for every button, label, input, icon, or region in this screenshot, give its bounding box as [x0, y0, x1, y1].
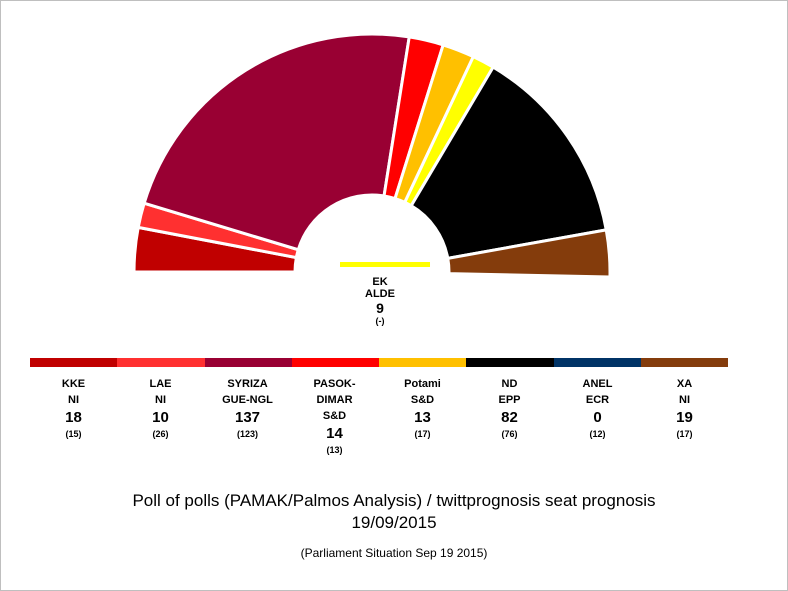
legend-swatch-syriza	[204, 358, 292, 367]
ek-name: EK	[372, 276, 388, 288]
chart-title: Poll of polls (PAMAK/Palmos Analysis) / …	[0, 490, 788, 534]
party-name: KKE	[61, 378, 86, 390]
party-name: ND	[501, 378, 518, 390]
party-group: EPP	[498, 394, 521, 406]
legend-swatch-xa	[640, 358, 728, 367]
ek-previous-seats: (-)	[375, 316, 385, 326]
legend-swatch-nd	[466, 358, 554, 367]
party-previous-seats: (12)	[589, 429, 606, 439]
party-name-line2: DIMAR	[316, 394, 353, 406]
party-seats: 19	[676, 409, 693, 426]
party-name: ANEL	[582, 378, 613, 390]
seat-arc-syriza	[142, 32, 411, 252]
party-name: XA	[676, 378, 693, 390]
party-seats: 137	[234, 409, 261, 426]
party-group: ECR	[585, 394, 610, 406]
legend-swatch-anel	[553, 358, 641, 367]
party-seats: 13	[414, 409, 431, 426]
chart-title-text: Poll of polls (PAMAK/Palmos Analysis) / …	[132, 491, 656, 510]
seat-arcs	[132, 32, 612, 279]
seat-arc-xa	[446, 228, 612, 279]
chart-date: 19/09/2015	[351, 513, 437, 532]
ek-yellow-marker	[340, 262, 430, 267]
ek-seats: 9	[376, 300, 384, 316]
party-label-pasok-dimar: PASOK- DIMAR S&D 14 (13)	[291, 376, 378, 457]
parliament-chart	[132, 32, 612, 279]
party-label-kke: KKE NI 18 (15)	[30, 376, 117, 441]
party-seats: 82	[501, 409, 518, 426]
party-previous-seats: (17)	[676, 429, 693, 439]
party-previous-seats: (15)	[65, 429, 82, 439]
party-group: S&D	[322, 410, 347, 422]
party-label-anel: ANEL ECR 0 (12)	[554, 376, 641, 441]
party-previous-seats: (76)	[501, 429, 518, 439]
chart-subtitle: (Parliament Situation Sep 19 2015)	[300, 546, 488, 560]
party-group: NI	[155, 394, 166, 406]
party-group: NI	[68, 394, 79, 406]
legend-swatch-pasok-dimar	[291, 358, 379, 367]
ek-group: ALDE	[365, 288, 395, 300]
ek-center-label: EK ALDE 9 (-)	[340, 276, 420, 326]
party-seats: 0	[593, 409, 602, 426]
legend-swatch-potami	[379, 358, 467, 367]
legend-swatch-kke	[30, 358, 118, 367]
party-name: SYRIZA	[227, 378, 268, 390]
party-group: NI	[679, 394, 690, 406]
party-label-syriza: SYRIZA GUE-NGL 137 (123)	[204, 376, 291, 441]
party-previous-seats: (17)	[414, 429, 431, 439]
party-label-potami: Potami S&D 13 (17)	[379, 376, 466, 441]
party-name: Potami	[404, 378, 441, 390]
seat-arc-nd	[409, 65, 608, 261]
party-name: PASOK-	[313, 378, 356, 390]
party-group: S&D	[410, 394, 435, 406]
party-seats: 14	[326, 425, 343, 442]
party-seats: 10	[152, 409, 169, 426]
party-label-xa: XA NI 19 (17)	[641, 376, 728, 441]
legend-color-bar	[30, 358, 728, 367]
party-previous-seats: (123)	[236, 429, 258, 439]
party-previous-seats: (26)	[152, 429, 169, 439]
party-label-nd: ND EPP 82 (76)	[466, 376, 553, 441]
party-name: LAE	[149, 378, 172, 390]
party-label-lae: LAE NI 10 (26)	[117, 376, 204, 441]
legend-swatch-lae	[117, 358, 205, 367]
party-previous-seats: (13)	[326, 445, 343, 455]
party-group: GUE-NGL	[222, 394, 273, 406]
party-seats: 18	[65, 409, 82, 426]
